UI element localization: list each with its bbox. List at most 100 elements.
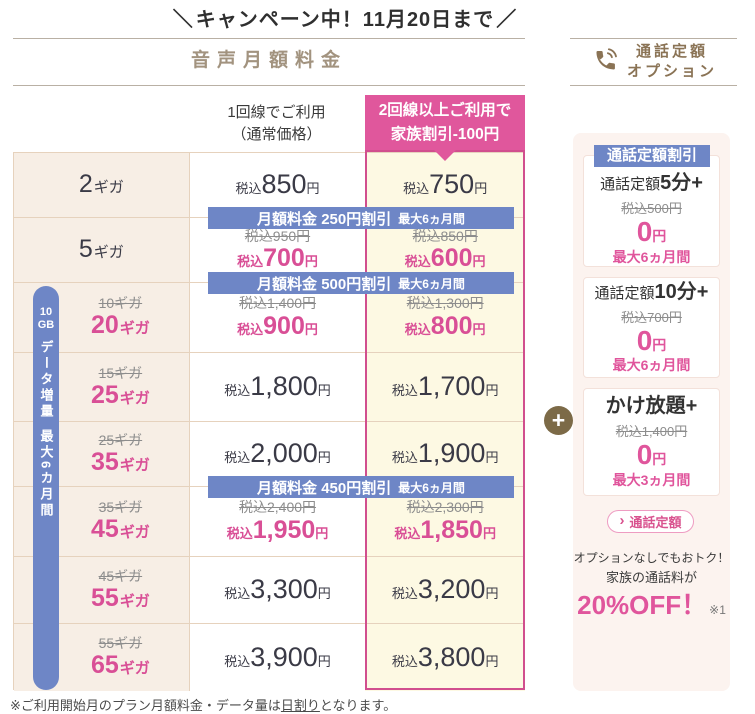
discount-price: 税込1,950円 xyxy=(226,515,329,544)
campaign-left-slash: ＼ xyxy=(172,9,194,31)
band-10gb: 10 GB xyxy=(37,306,55,331)
price: 税込3,900円 xyxy=(224,641,331,672)
discount-banner-500: 月額料金 500円割引 最大6ヵ月間 xyxy=(208,272,514,294)
plan-label: 5ギガ xyxy=(78,235,124,264)
price: 税込750円 xyxy=(403,169,488,200)
option-price: 0円 xyxy=(636,216,667,248)
table-row-65gb: 55ギガ 65ギガ 税込3,900円 税込3,800円 xyxy=(14,623,525,691)
plan-label: 65ギガ xyxy=(90,651,150,680)
chevron-right-icon: › xyxy=(619,512,625,529)
option-discount-badge: 通話定額割引 xyxy=(594,145,710,167)
discount-price: 税込1,850円 xyxy=(394,515,496,544)
plan-label: 25ギガ xyxy=(90,380,150,409)
header-family-discount: 2回線以上ご利用で 家族割引-100円 xyxy=(365,95,525,150)
old-plan-label: 55ギガ xyxy=(98,635,143,652)
option-title-line1: 通話定額 xyxy=(635,42,708,60)
price: 税込3,200円 xyxy=(391,574,499,605)
old-plan-label: 35ギガ xyxy=(98,499,143,516)
normal-price-cell: 税込1,800円 xyxy=(188,353,366,421)
price: 税込1,700円 xyxy=(391,371,499,402)
normal-price-cell: 税込850円 xyxy=(188,153,366,217)
table-footnote: ※ご利用開始月のプラン月額料金・データ量は日割りとなります。 xyxy=(10,698,397,713)
phone-icon xyxy=(590,46,620,79)
discount-price: 税込900円 xyxy=(237,311,318,340)
band-text-2: 最大6カ月間 xyxy=(38,429,54,520)
option-price: 0円 xyxy=(636,439,667,471)
page-title: 音声月額料金 xyxy=(190,50,347,71)
old-price: 税込950円 xyxy=(244,227,311,244)
option-rule-top xyxy=(570,38,737,39)
call-flat-rate-link-button[interactable]: › 通話定額 xyxy=(607,510,694,533)
option-panel-header: 通話定額 オプション xyxy=(570,40,737,84)
header-family-line1: 2回線以上ご利用で xyxy=(378,102,512,120)
option-period: 最大6ヵ月間 xyxy=(612,357,691,374)
family-header-pointer xyxy=(434,150,456,161)
discount-banner-450: 月額料金 450円割引 最大6ヵ月間 xyxy=(208,476,514,498)
plan-label: 35ギガ xyxy=(90,447,150,476)
normal-price-cell: 税込1,400円 税込900円 xyxy=(188,283,366,352)
normal-price-cell: 税込2,400円 税込1,950円 xyxy=(188,487,366,556)
prorated-link[interactable]: 日割り xyxy=(280,698,320,713)
option-period: 最大6ヵ月間 xyxy=(612,248,691,265)
family-price-cell: 税込1,300円 税込800円 xyxy=(365,283,525,352)
old-plan-label: 10ギガ xyxy=(98,295,143,312)
old-plan-label: 45ギガ xyxy=(98,567,143,584)
option-name: 通話定額5分+ xyxy=(600,172,703,195)
plan-label: 20ギガ xyxy=(90,311,150,340)
price: 税込3,800円 xyxy=(391,641,499,672)
normal-price-cell: 税込3,900円 xyxy=(188,624,366,691)
option-title-line2: オプション xyxy=(626,63,717,80)
price: 税込3,300円 xyxy=(224,574,331,605)
option-panel-title: 通話定額 オプション xyxy=(627,42,717,83)
plus-connector-icon: + xyxy=(544,406,573,435)
option-name: 通話定額10分+ xyxy=(594,280,709,303)
option-old-price: 税込1,400円 xyxy=(615,424,688,440)
header-normal-line2: （通常価格） xyxy=(231,125,322,143)
footnote-ref: ※1 xyxy=(709,603,726,617)
option-period: 最大3ヵ月間 xyxy=(612,471,691,488)
option-item-unlimited: かけ放題+ 税込1,400円 0円 最大3ヵ月間 xyxy=(583,388,720,496)
campaign-banner: ＼ キャンペーン中！11月20日まで／ xyxy=(160,3,530,32)
campaign-right-slash: ／ xyxy=(496,9,518,31)
plan-cell: 5ギガ xyxy=(14,218,189,282)
family-price-cell: 税込3,200円 xyxy=(365,557,525,623)
price: 税込1,900円 xyxy=(391,438,499,469)
old-price: 税込1,300円 xyxy=(406,295,484,311)
title-rule-top xyxy=(13,38,525,39)
price: 税込2,000円 xyxy=(224,438,331,469)
old-plan-label: 25ギガ xyxy=(98,431,143,448)
header-normal-price: 1回線でご利用 （通常価格） xyxy=(188,95,365,152)
option-price: 0円 xyxy=(636,324,667,356)
promo-highlight: 20%OFF！ ※1 xyxy=(577,590,726,620)
link-button-label: 通話定額 xyxy=(629,515,682,530)
table-row-35gb: 25ギガ 35ギガ 税込2,000円 税込1,900円 xyxy=(14,421,525,486)
plan-cell: 2ギガ xyxy=(14,153,189,217)
plan-label: 45ギガ xyxy=(90,515,150,544)
campaign-text: キャンペーン中！11月20日まで xyxy=(195,9,495,31)
family-price-cell: 税込2,300円 税込1,850円 xyxy=(365,487,525,556)
price: 税込850円 xyxy=(235,169,320,200)
family-price-cell: 税込3,800円 xyxy=(365,624,525,691)
table-body: 2ギガ 税込850円 税込750円 月額料金 250円割引 最大6ヵ月間 5ギガ xyxy=(13,152,525,691)
header-normal-line1: 1回線でご利用 xyxy=(227,103,326,121)
discount-price: 税込700円 xyxy=(237,244,318,272)
promo-line2: 家族の通話料が xyxy=(605,570,697,585)
table-header-row: 1回線でご利用 （通常価格） 2回線以上ご利用で 家族割引-100円 xyxy=(13,95,525,152)
option-name: かけ放題+ xyxy=(605,395,698,418)
discount-price: 税込800円 xyxy=(404,311,486,340)
table-row-5gb: 月額料金 250円割引 最大6ヵ月間 5ギガ 税込950円 税込700円 税込85… xyxy=(14,207,525,282)
family-price-cell: 税込1,700円 xyxy=(365,353,525,421)
normal-price-cell: 税込3,300円 xyxy=(188,557,366,623)
table-row-25gb: 15ギガ 25ギガ 税込1,800円 税込1,700円 xyxy=(14,352,525,421)
family-price-cell: 税込1,900円 xyxy=(365,422,525,486)
discount-banner-250: 月額料金 250円割引 最大6ヵ月間 xyxy=(208,207,514,229)
normal-price-cell: 税込2,000円 xyxy=(188,422,366,486)
promo-line1: オプションなしでもおトク！ xyxy=(573,551,730,565)
old-plan-label: 15ギガ xyxy=(98,364,143,381)
header-plan-spacer xyxy=(13,95,188,152)
old-price: 税込2,400円 xyxy=(238,499,317,515)
plan-label: 55ギガ xyxy=(90,583,150,612)
price-table: 1回線でご利用 （通常価格） 2回線以上ご利用で 家族割引-100円 2ギガ 税… xyxy=(13,95,525,691)
table-row-20gb: 月額料金 500円割引 最大6ヵ月間 10ギガ 20ギガ 税込1,400円 税込9… xyxy=(14,272,525,352)
